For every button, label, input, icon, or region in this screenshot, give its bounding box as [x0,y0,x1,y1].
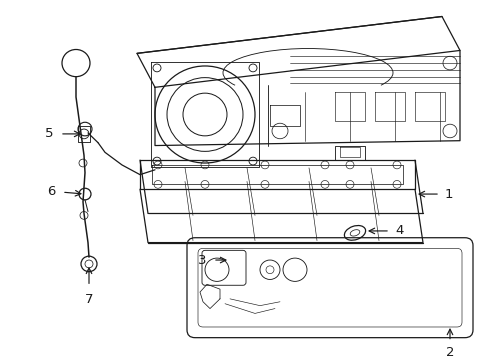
Text: 1: 1 [444,188,452,201]
Text: 2: 2 [445,346,453,359]
Text: 4: 4 [394,224,403,238]
Text: 6: 6 [46,185,55,198]
Text: 7: 7 [84,293,93,306]
Text: 3: 3 [197,253,205,266]
Text: 5: 5 [44,127,53,140]
